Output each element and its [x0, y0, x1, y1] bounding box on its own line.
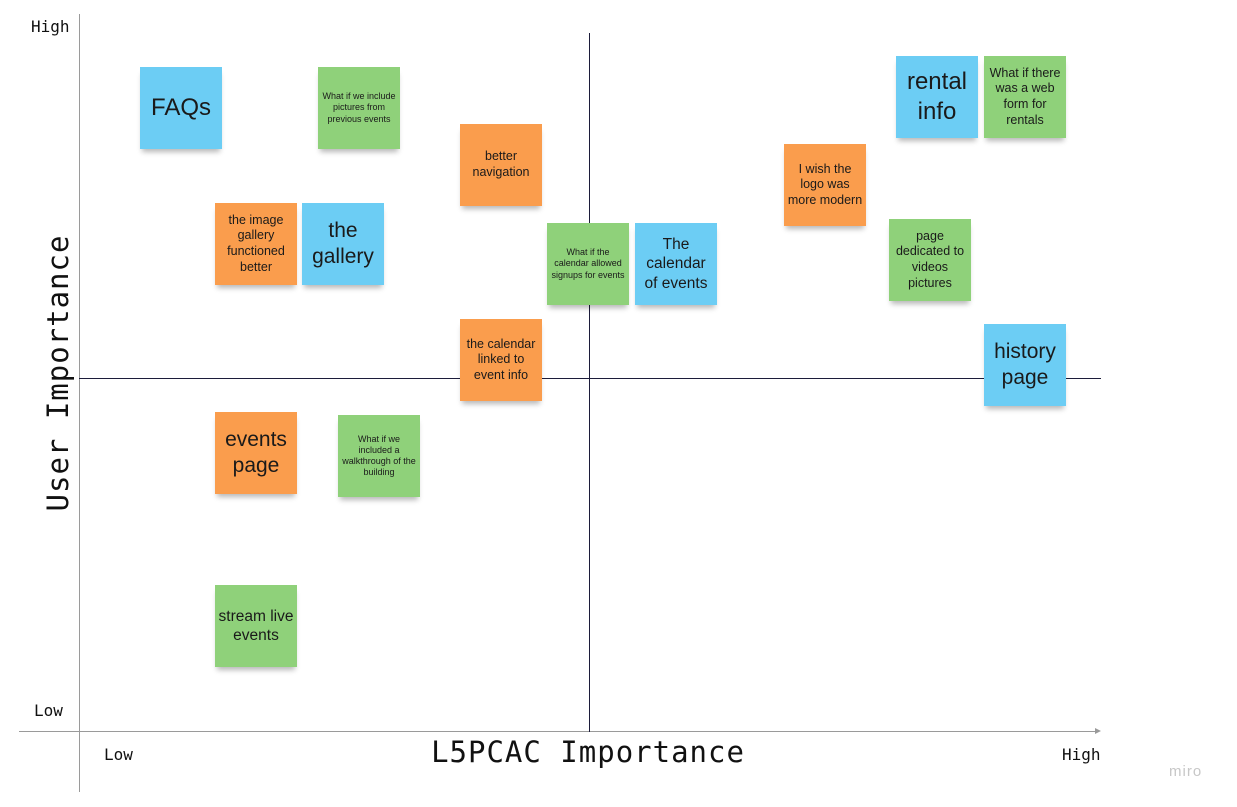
sticky-note-calendar-linked[interactable]: the calendar linked to event info [460, 319, 542, 401]
sticky-note-text: the calendar linked to event info [466, 336, 536, 382]
quadrant-divider-vertical [589, 33, 590, 732]
sticky-note-stream-live-events[interactable]: stream live events [215, 585, 297, 667]
x-axis-low-label: Low [104, 745, 133, 764]
sticky-note-text: The calendar of events [644, 235, 708, 292]
sticky-note-text: page dedicated to videos pictures [895, 228, 965, 290]
sticky-note-text: What if we included a walkthrough of the… [342, 433, 416, 478]
miro-logo: miro [1169, 763, 1203, 780]
y-axis-low-label: Low [34, 701, 63, 720]
y-axis-title: User Importance [41, 234, 75, 512]
sticky-note-text: What if there was a web form for rentals [989, 65, 1061, 127]
sticky-note-text: the gallery [312, 218, 374, 268]
sticky-note-videos-pictures[interactable]: page dedicated to videos pictures [889, 219, 971, 301]
x-axis-line [19, 731, 1099, 732]
sticky-note-text: rental info [906, 68, 968, 125]
x-axis-title: L5PCAC Importance [431, 735, 745, 769]
y-axis-high-label: High [31, 17, 70, 36]
sticky-note-better-navigation[interactable]: better navigation [460, 124, 542, 206]
sticky-note-rental-info[interactable]: rental info [896, 56, 978, 138]
sticky-note-pictures-previous-events[interactable]: What if we include pictures from previou… [318, 67, 400, 149]
y-axis-line [79, 14, 80, 792]
sticky-note-text: the image gallery functioned better [227, 212, 285, 274]
sticky-note-faqs[interactable]: FAQs [140, 67, 222, 149]
sticky-note-calendar-of-events[interactable]: The calendar of events [635, 223, 717, 305]
sticky-note-text: I wish the logo was more modern [787, 161, 863, 207]
x-axis-high-label: High [1062, 745, 1101, 764]
sticky-note-text: history page [994, 339, 1056, 389]
sticky-note-text: What if the calendar allowed signups for… [551, 247, 625, 280]
sticky-note-logo-modern[interactable]: I wish the logo was more modern [784, 144, 866, 226]
sticky-note-text: events page [225, 427, 287, 477]
sticky-note-text: What if we include pictures from previou… [322, 91, 396, 124]
sticky-note-events-page[interactable]: events page [215, 412, 297, 494]
sticky-note-text: FAQs [150, 94, 211, 121]
sticky-note-walkthrough[interactable]: What if we included a walkthrough of the… [338, 415, 420, 497]
sticky-note-image-gallery-functioned[interactable]: the image gallery functioned better [215, 203, 297, 285]
sticky-note-text: stream live events [218, 607, 294, 644]
sticky-note-calendar-signups[interactable]: What if the calendar allowed signups for… [547, 223, 629, 305]
quadrant-divider-horizontal [79, 378, 1101, 379]
x-axis-arrowhead [1095, 728, 1101, 734]
sticky-note-text: better navigation [472, 149, 530, 179]
sticky-note-the-gallery[interactable]: the gallery [302, 203, 384, 285]
sticky-note-web-form-rentals[interactable]: What if there was a web form for rentals [984, 56, 1066, 138]
sticky-note-history-page[interactable]: history page [984, 324, 1066, 406]
